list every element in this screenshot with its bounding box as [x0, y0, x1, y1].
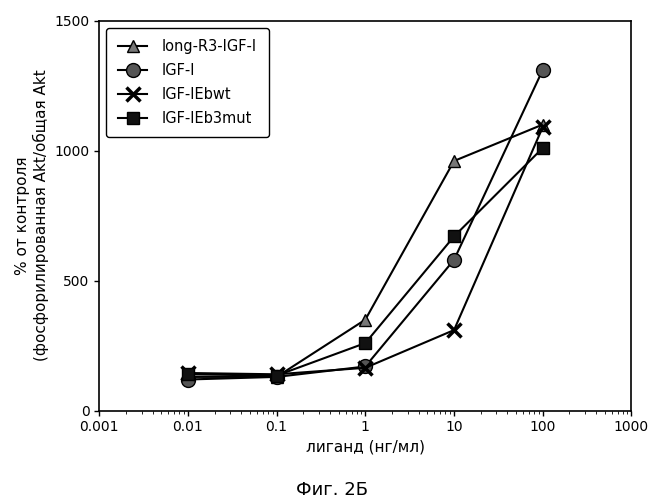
IGF-I [361, 364, 369, 370]
long-R3-IGF-I [273, 374, 281, 380]
long-R3-IGF-I [361, 316, 369, 322]
IGF-I [450, 257, 458, 263]
X-axis label: лиганд (нг/мл): лиганд (нг/мл) [306, 440, 425, 455]
Line: IGF-I: IGF-I [181, 63, 550, 386]
IGF-IEbwt [361, 365, 369, 371]
IGF-IEb3mut [539, 145, 546, 151]
long-R3-IGF-I [184, 374, 192, 380]
long-R3-IGF-I [450, 158, 458, 164]
IGF-I [539, 67, 546, 73]
IGF-IEb3mut [273, 372, 281, 378]
IGF-IEbwt [539, 124, 546, 130]
IGF-IEb3mut [184, 372, 192, 378]
IGF-IEbwt [273, 372, 281, 378]
Line: IGF-IEbwt: IGF-IEbwt [181, 120, 550, 381]
IGF-IEb3mut [361, 340, 369, 346]
IGF-IEb3mut [450, 234, 458, 239]
Text: Фиг. 2Б: Фиг. 2Б [296, 481, 368, 499]
long-R3-IGF-I [539, 122, 546, 128]
Y-axis label: % от контроля
(фосфорилированная Akt/общая Akt: % от контроля (фосфорилированная Akt/общ… [15, 70, 48, 362]
Line: long-R3-IGF-I: long-R3-IGF-I [182, 118, 549, 383]
IGF-I [273, 374, 281, 380]
IGF-I [184, 376, 192, 382]
IGF-IEbwt [450, 327, 458, 333]
Line: IGF-IEb3mut: IGF-IEb3mut [182, 142, 549, 382]
IGF-IEbwt [184, 370, 192, 376]
Legend: long-R3-IGF-I, IGF-I, IGF-IEbwt, IGF-IEb3mut: long-R3-IGF-I, IGF-I, IGF-IEbwt, IGF-IEb… [106, 28, 269, 138]
